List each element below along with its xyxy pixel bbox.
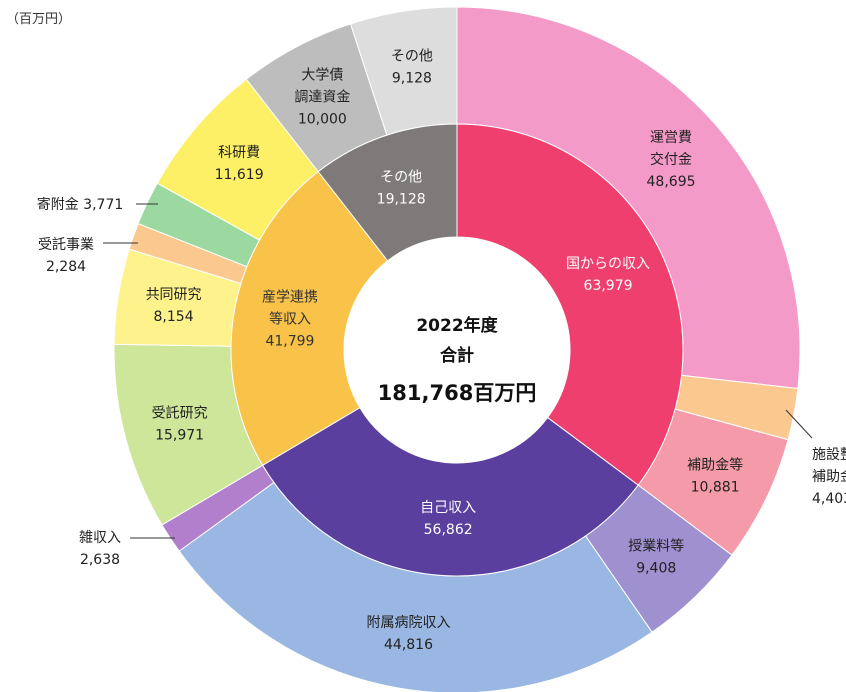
- outer-label-大学債調達資金-line-1: 調達資金: [294, 90, 350, 106]
- outer-label-附属病院収入-line-1: 44,816: [384, 637, 433, 653]
- outer-label-雑収入-line-1: 2,638: [80, 552, 120, 568]
- outer-label-大学債調達資金-line-2: 10,000: [298, 112, 347, 128]
- inner-label-自己収入-line-1: 56,862: [424, 522, 473, 538]
- unit-label: （百万円）: [6, 12, 72, 27]
- outer-label-施設整備費補助金-line-0: 施設整備費: [812, 447, 846, 463]
- inner-label-産学連携等収入-line-2: 41,799: [265, 333, 314, 349]
- inner-label-国からの収入-line-1: 63,979: [584, 278, 633, 294]
- outer-label-大学債調達資金-line-0: 大学債: [301, 68, 343, 84]
- outer-label-補助金等-line-0: 補助金等: [687, 457, 743, 474]
- center-hole: [344, 237, 570, 463]
- outer-label-運営費交付金-line-2: 48,695: [647, 174, 696, 190]
- center-year: 2022年度: [416, 315, 498, 336]
- inner-label-その他-line-0: その他: [380, 169, 422, 185]
- leader-施設整備費補助金: [785, 409, 813, 439]
- outer-label-補助金等-line-1: 10,881: [691, 480, 740, 496]
- outer-label-運営費交付金-line-0: 運営費: [650, 130, 692, 146]
- outer-label-施設整備費補助金-line-2: 4,403: [812, 491, 846, 507]
- outer-label-施設整備費補助金-line-1: 補助金: [812, 469, 846, 485]
- center-label: 合計: [440, 345, 474, 366]
- outer-label-受託研究-line-1: 15,971: [155, 428, 204, 444]
- outer-label-寄附金-line-0: 寄附金 3,771: [37, 196, 124, 213]
- outer-label-授業料等-line-0: 授業料等: [628, 538, 684, 555]
- leader-lines: [103, 203, 813, 539]
- outer-label-その他-line-1: 9,128: [392, 71, 432, 87]
- inner-label-自己収入-line-0: 自己収入: [420, 500, 476, 516]
- inner-label-産学連携等収入-line-1: 等収入: [269, 310, 311, 327]
- outer-label-運営費交付金-line-1: 交付金: [650, 151, 692, 168]
- inner-ring: [230, 123, 684, 577]
- outer-label-科研費-line-1: 11,619: [215, 167, 264, 183]
- outer-label-その他-line-0: その他: [391, 49, 433, 65]
- outer-label-受託事業-line-0: 受託事業: [38, 237, 94, 253]
- outer-label-受託研究-line-0: 受託研究: [152, 406, 208, 422]
- outer-label-雑収入-line-0: 雑収入: [79, 530, 121, 546]
- outer-label-共同研究-line-0: 共同研究: [146, 287, 202, 303]
- outer-label-受託事業-line-1: 2,284: [46, 259, 86, 275]
- center-total: 181,768百万円: [378, 381, 537, 405]
- inner-label-その他-line-1: 19,128: [377, 191, 426, 207]
- outer-label-科研費-line-0: 科研費: [218, 145, 260, 161]
- inner-label-産学連携等収入-line-0: 産学連携: [262, 289, 318, 305]
- outer-label-授業料等-line-1: 9,408: [636, 561, 676, 577]
- outer-label-附属病院収入-line-0: 附属病院収入: [367, 615, 451, 631]
- inner-label-国からの収入-line-0: 国からの収入: [566, 256, 650, 272]
- outer-label-共同研究-line-1: 8,154: [154, 309, 194, 325]
